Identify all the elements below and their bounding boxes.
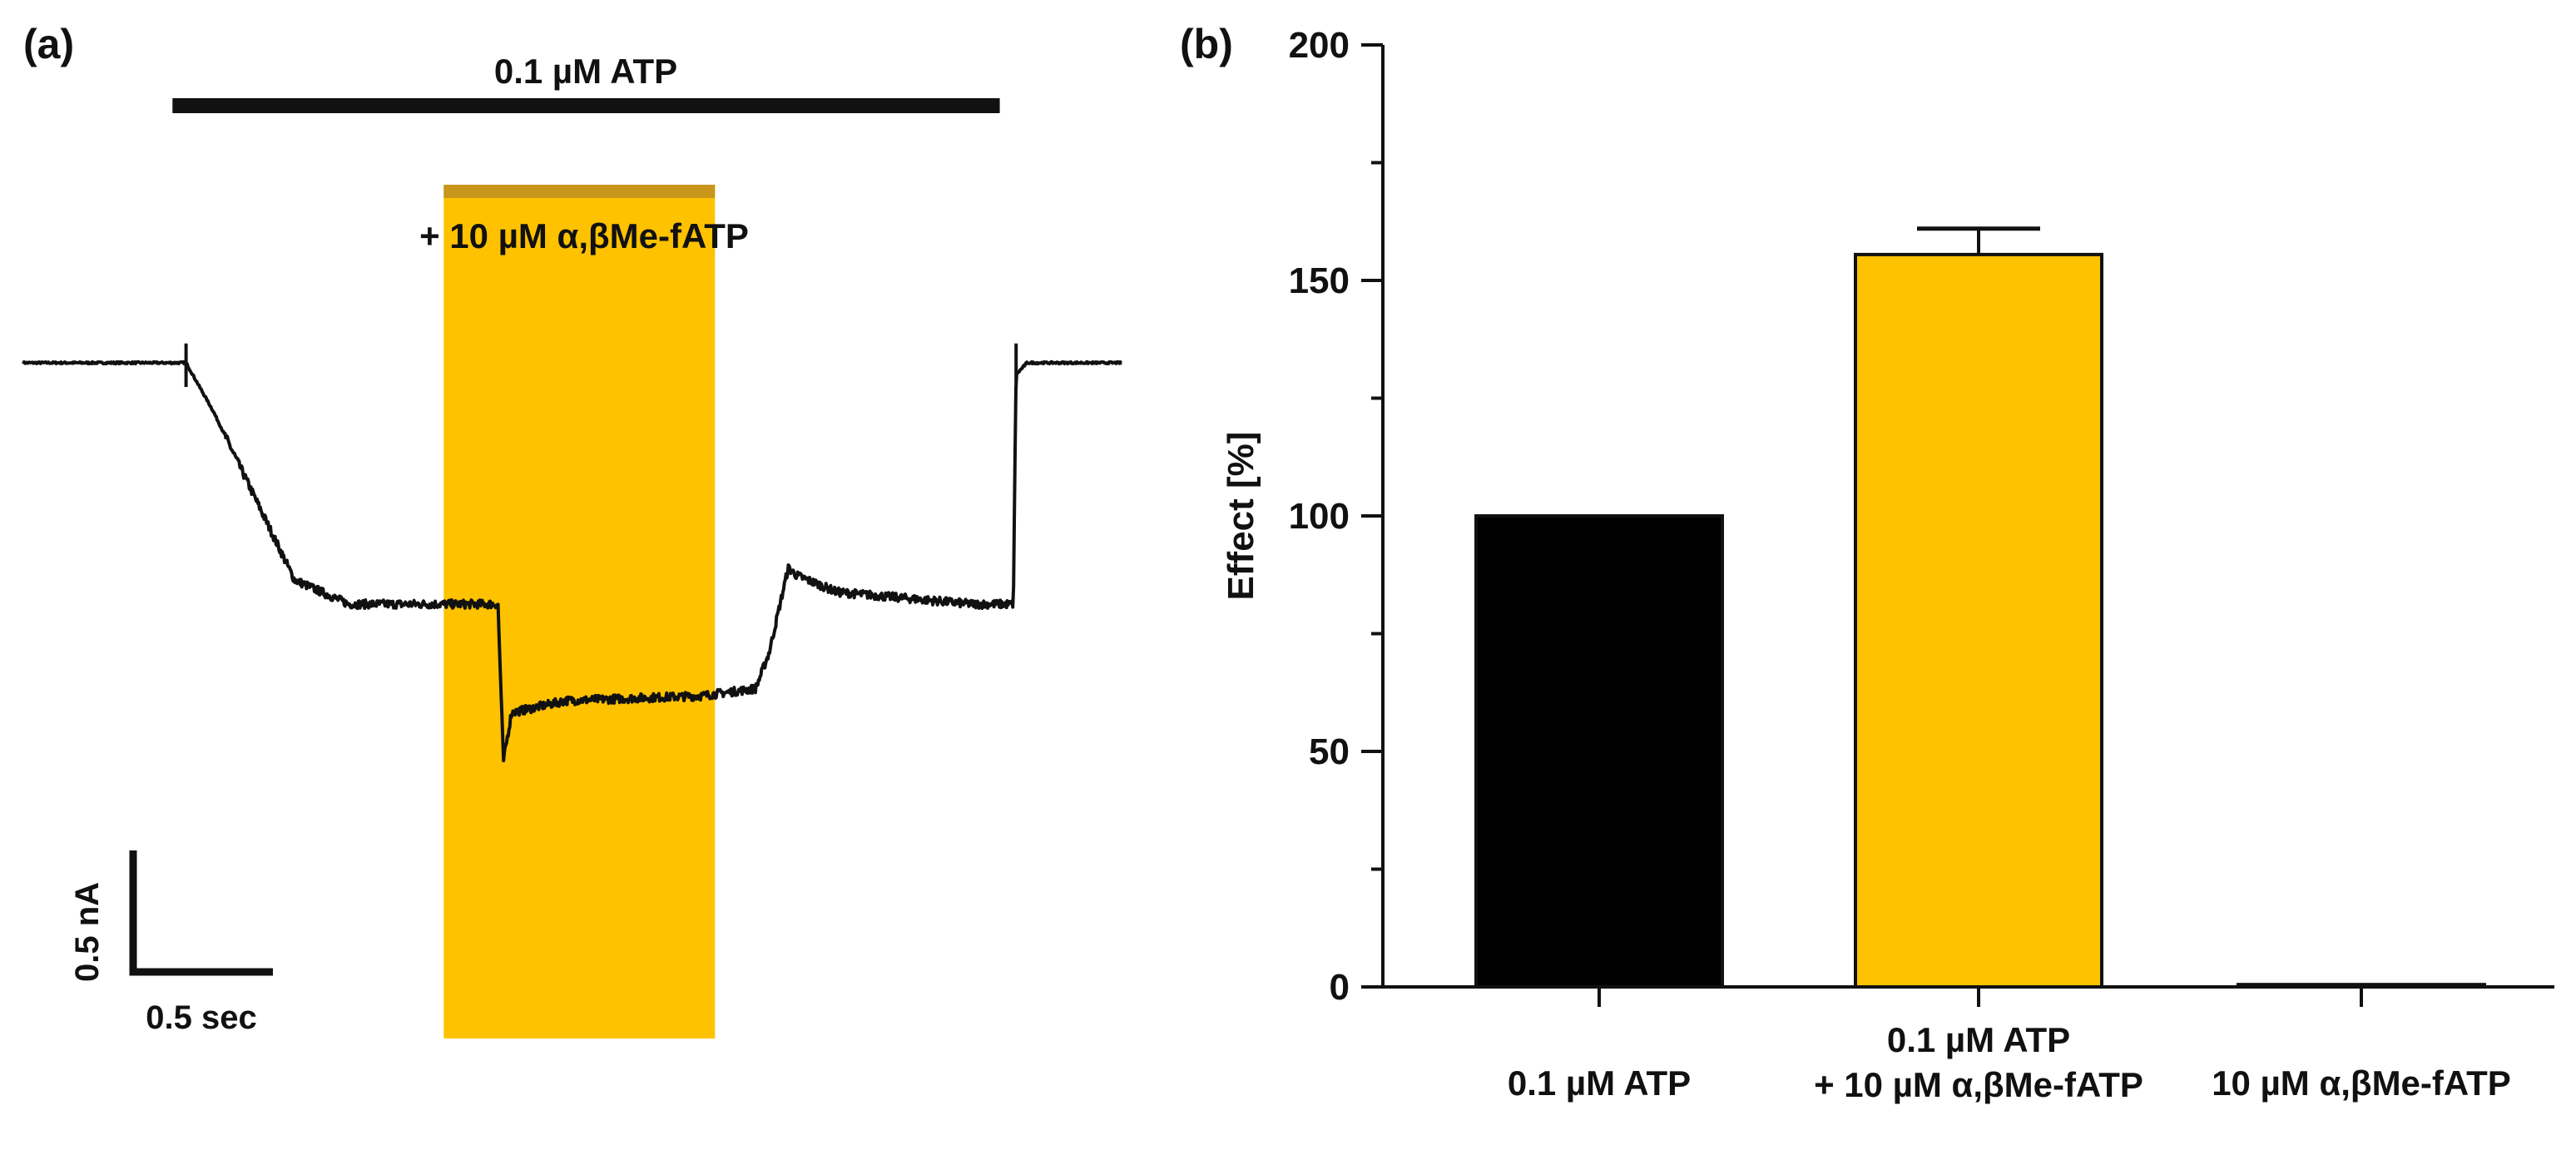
scale-bar bbox=[129, 850, 273, 976]
agonist-label: + 10 µM α,βMe-fATP bbox=[419, 216, 749, 255]
x-tick-label: + 10 µM α,βMe-fATP bbox=[1814, 1065, 2143, 1104]
scale-y-label: 0.5 nA bbox=[69, 882, 106, 982]
panel-a-label: (a) bbox=[23, 21, 74, 67]
scale-x-label: 0.5 sec bbox=[146, 999, 256, 1036]
agonist-application-bar bbox=[443, 185, 716, 198]
atp-bar-label: 0.1 µM ATP bbox=[494, 52, 677, 91]
y-tick-label: 200 bbox=[1289, 25, 1350, 66]
current-trace bbox=[22, 343, 1123, 763]
bar-2 bbox=[1854, 252, 2103, 989]
x-tick-label: 10 µM α,βMe-fATP bbox=[2212, 1063, 2511, 1103]
y-axis-label: Effect [%] bbox=[1221, 432, 1261, 601]
atp-application-bar bbox=[172, 98, 1000, 113]
y-tick-label: 50 bbox=[1309, 731, 1350, 772]
panel-b: (b) 0 50 100 150 200 0.1 µM ATP 0.1 µM ATP + 1… bbox=[1180, 21, 2554, 1104]
y-tick-label: 100 bbox=[1289, 496, 1350, 537]
bar-1 bbox=[1474, 514, 1724, 989]
bars bbox=[1474, 226, 2486, 1007]
y-tick-label: 0 bbox=[1330, 967, 1350, 1008]
panel-a: (a) 0.1 µM ATP + 10 µM α,βMe-fATP 0.5 nA… bbox=[22, 21, 1123, 1039]
agonist-application-highlight bbox=[443, 185, 716, 1039]
y-ticks: 0 50 100 150 200 bbox=[1289, 25, 1383, 1008]
panel-b-label: (b) bbox=[1180, 21, 1233, 67]
y-tick-label: 150 bbox=[1289, 260, 1350, 301]
x-tick-label: 0.1 µM ATP bbox=[1508, 1063, 1691, 1103]
x-tick-label: 0.1 µM ATP bbox=[1887, 1020, 2070, 1059]
x-tick-labels: 0.1 µM ATP 0.1 µM ATP + 10 µM α,βMe-fATP 10… bbox=[1508, 1020, 2511, 1104]
bar-3 bbox=[2237, 983, 2486, 989]
